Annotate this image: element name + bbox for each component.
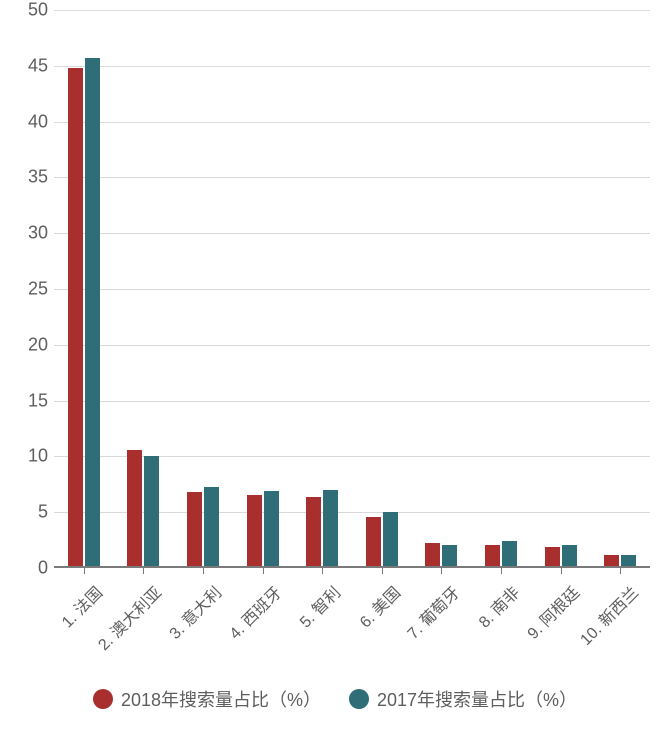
plot-area xyxy=(54,10,650,568)
y-tick-label: 10 xyxy=(10,446,48,467)
x-tick xyxy=(501,568,502,574)
x-tick xyxy=(441,568,442,574)
bar xyxy=(383,512,398,566)
legend-item: 2018年搜索量占比（%） xyxy=(93,686,321,712)
x-tick xyxy=(382,568,383,574)
bar xyxy=(621,555,636,566)
y-tick-label: 20 xyxy=(10,334,48,355)
gridline xyxy=(54,345,650,346)
y-tick-label: 15 xyxy=(10,390,48,411)
bar xyxy=(187,492,202,566)
x-tick xyxy=(322,568,323,574)
gridline xyxy=(54,289,650,290)
legend: 2018年搜索量占比（%） 2017年搜索量占比（%） xyxy=(0,686,670,712)
bar xyxy=(68,68,83,566)
chart-container: 05101520253035404550 1. 法国2. 澳大利亚3. 意大利4… xyxy=(0,0,670,729)
gridline xyxy=(54,233,650,234)
bar xyxy=(144,456,159,566)
bar xyxy=(545,547,560,566)
y-tick-label: 30 xyxy=(10,223,48,244)
legend-label: 2018年搜索量占比（%） xyxy=(121,686,321,712)
x-tick xyxy=(143,568,144,574)
bar xyxy=(562,545,577,566)
bar xyxy=(247,495,262,566)
bar xyxy=(204,487,219,566)
gridline xyxy=(54,66,650,67)
x-tick xyxy=(561,568,562,574)
legend-dot-icon xyxy=(349,689,369,709)
gridline xyxy=(54,512,650,513)
bar xyxy=(127,450,142,566)
bar xyxy=(366,517,381,566)
legend-label: 2017年搜索量占比（%） xyxy=(377,686,577,712)
bar xyxy=(442,545,457,566)
x-tick xyxy=(84,568,85,574)
y-tick-label: 35 xyxy=(10,167,48,188)
gridline xyxy=(54,10,650,11)
gridline xyxy=(54,401,650,402)
bar xyxy=(604,555,619,566)
y-tick-label: 50 xyxy=(10,0,48,21)
y-tick-label: 5 xyxy=(10,502,48,523)
bar xyxy=(485,545,500,566)
x-tick xyxy=(620,568,621,574)
legend-dot-icon xyxy=(93,689,113,709)
gridline xyxy=(54,177,650,178)
y-tick-label: 0 xyxy=(10,558,48,579)
bar xyxy=(323,490,338,566)
y-tick-label: 40 xyxy=(10,111,48,132)
x-tick xyxy=(203,568,204,574)
bar xyxy=(85,58,100,566)
bar xyxy=(425,543,440,566)
bar xyxy=(502,541,517,566)
y-tick-label: 45 xyxy=(10,55,48,76)
y-tick-label: 25 xyxy=(10,279,48,300)
bar xyxy=(264,491,279,566)
legend-item: 2017年搜索量占比（%） xyxy=(349,686,577,712)
gridline xyxy=(54,456,650,457)
gridline xyxy=(54,122,650,123)
x-tick xyxy=(263,568,264,574)
bar xyxy=(306,497,321,566)
